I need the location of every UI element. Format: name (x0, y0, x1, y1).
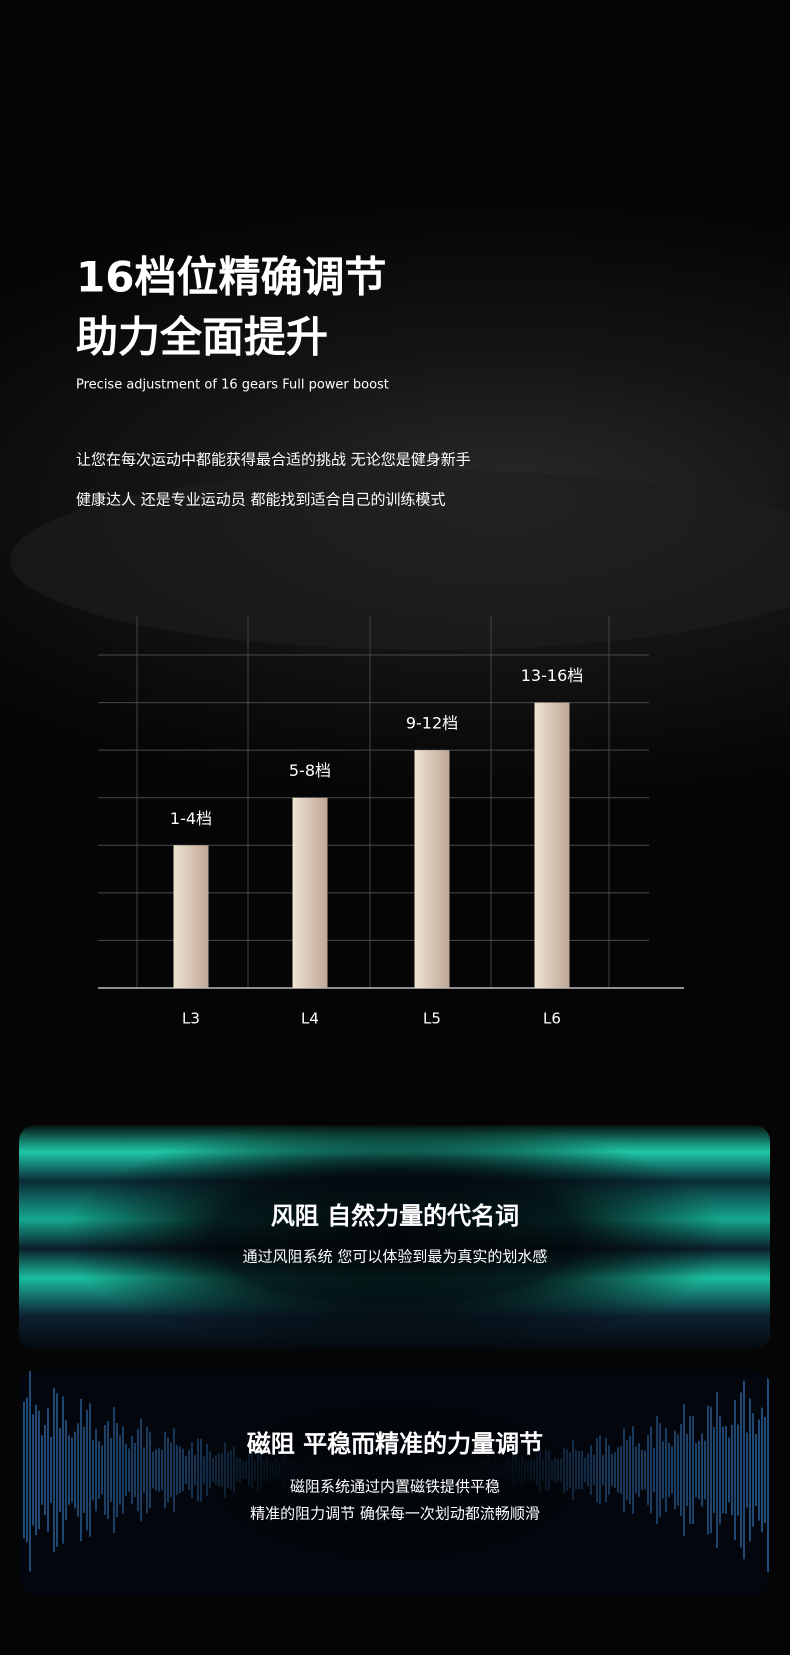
chart-vertical-grid (136, 616, 610, 988)
bar (534, 702, 570, 988)
panel-wind: 风阻 自然力量的代名词 通过风阻系统 您可以体验到最为真实的划水感 (19, 1125, 770, 1350)
bar-label: 13-16档 (521, 666, 584, 685)
background-wave (10, 470, 790, 650)
panel-text: 精准的阻力调节 确保每一次划动都流畅顺滑 (250, 1505, 540, 1523)
panel-title: 磁阻 平稳而精准的力量调节 (247, 1430, 543, 1458)
body-text: 让您在每次运动中都能获得最合适的挑战 无论您是健身新手 (76, 451, 471, 469)
headline: 16档位精确调节 (76, 253, 386, 302)
x-tick-label: L6 (543, 1010, 561, 1028)
bar-label: 9-12档 (406, 714, 458, 733)
bar (292, 797, 328, 988)
x-tick-label: L3 (182, 1010, 200, 1028)
x-tick-label: L5 (423, 1010, 441, 1028)
subtitle: Precise adjustment of 16 gears Full powe… (76, 378, 389, 393)
bar (414, 750, 450, 988)
bar (173, 845, 209, 988)
headline: 助力全面提升 (76, 313, 328, 362)
bar-label: 5-8档 (289, 761, 331, 780)
panel-magnetic: 磁阻 平稳而精准的力量调节 磁阻系统通过内置磁铁提供平稳 精准的阻力调节 确保每… (19, 1370, 770, 1595)
panel-text: 磁阻系统通过内置磁铁提供平稳 (290, 1478, 500, 1496)
panel-text: 通过风阻系统 您可以体验到最为真实的划水感 (243, 1248, 548, 1266)
bar-label: 1-4档 (170, 809, 212, 828)
panel-shade (185, 1392, 605, 1572)
panel-title: 风阻 自然力量的代名词 (271, 1202, 519, 1230)
body-text: 健康达人 还是专业运动员 都能找到适合自己的训练模式 (76, 491, 446, 509)
x-tick-label: L4 (301, 1010, 319, 1028)
panel-shade (65, 1125, 725, 1350)
